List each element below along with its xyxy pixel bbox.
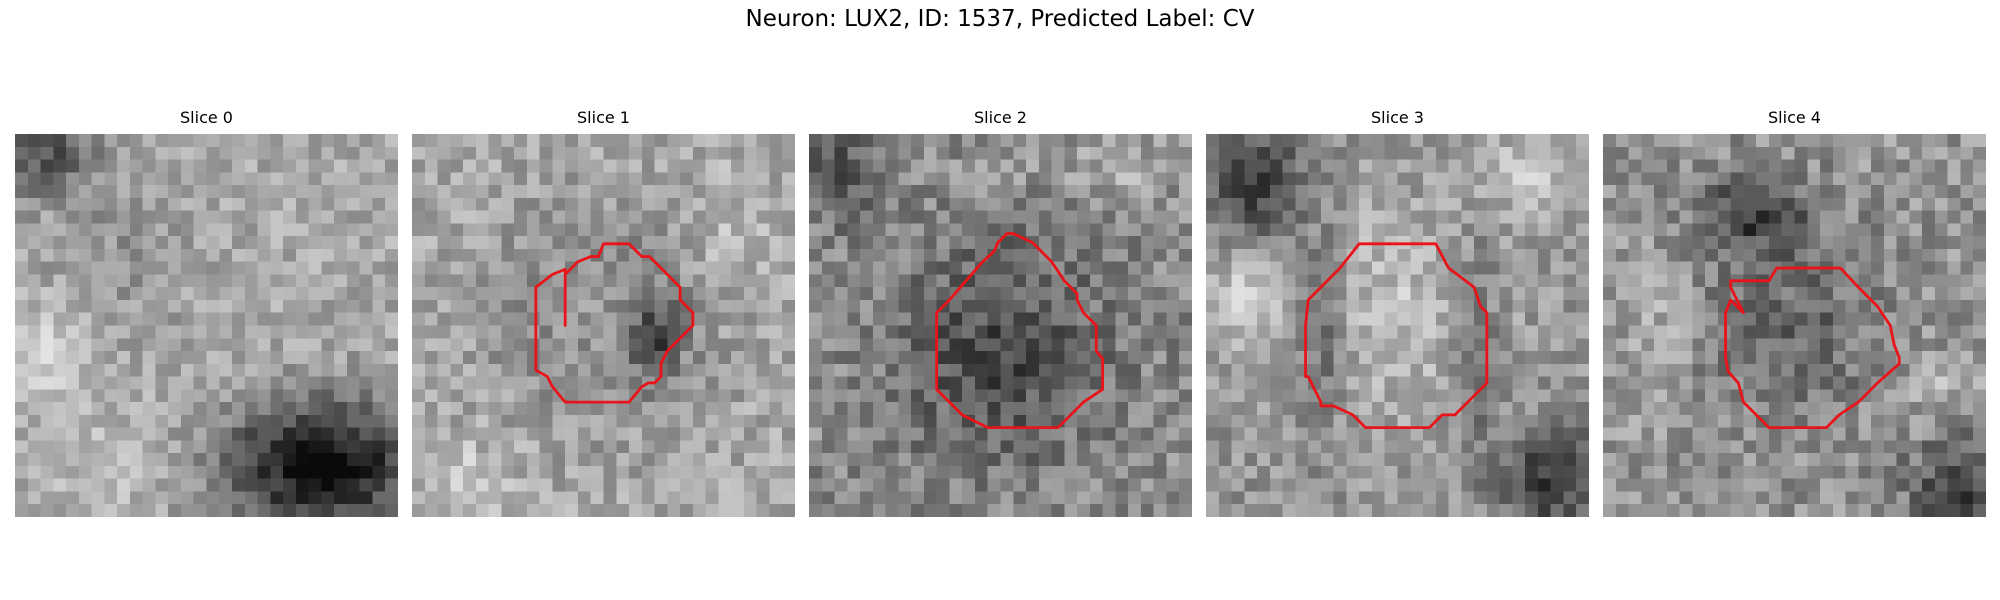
slice-panel-2: Slice 2 [809,108,1192,520]
slice-title: Slice 0 [180,108,233,127]
pixel-grid [809,134,1192,517]
segmentation-contour [1724,266,1901,430]
segmentation-contour [534,242,695,404]
slice-panel-1: Slice 1 [412,108,795,520]
pixel-grid [1603,134,1986,517]
figure-title: Neuron: LUX2, ID: 1537, Predicted Label:… [745,6,1255,32]
slice-panel-0: Slice 0 [15,108,398,520]
slice-image-0 [15,134,398,517]
pixel-grid [15,134,398,517]
pixel-grid [412,134,795,517]
slice-panel-3: Slice 3 [1206,108,1589,520]
segmentation-contour [1304,242,1489,430]
slice-image-2 [809,134,1192,517]
slice-title: Slice 3 [1371,108,1424,127]
pixel-grid [1206,134,1589,517]
slice-title: Slice 4 [1768,108,1821,127]
slice-image-4 [1603,134,1986,517]
slice-title: Slice 1 [577,108,630,127]
slice-panel-4: Slice 4 [1603,108,1986,520]
slice-image-3 [1206,134,1589,517]
slice-title: Slice 2 [974,108,1027,127]
segmentation-contour [935,232,1105,430]
slice-image-1 [412,134,795,517]
